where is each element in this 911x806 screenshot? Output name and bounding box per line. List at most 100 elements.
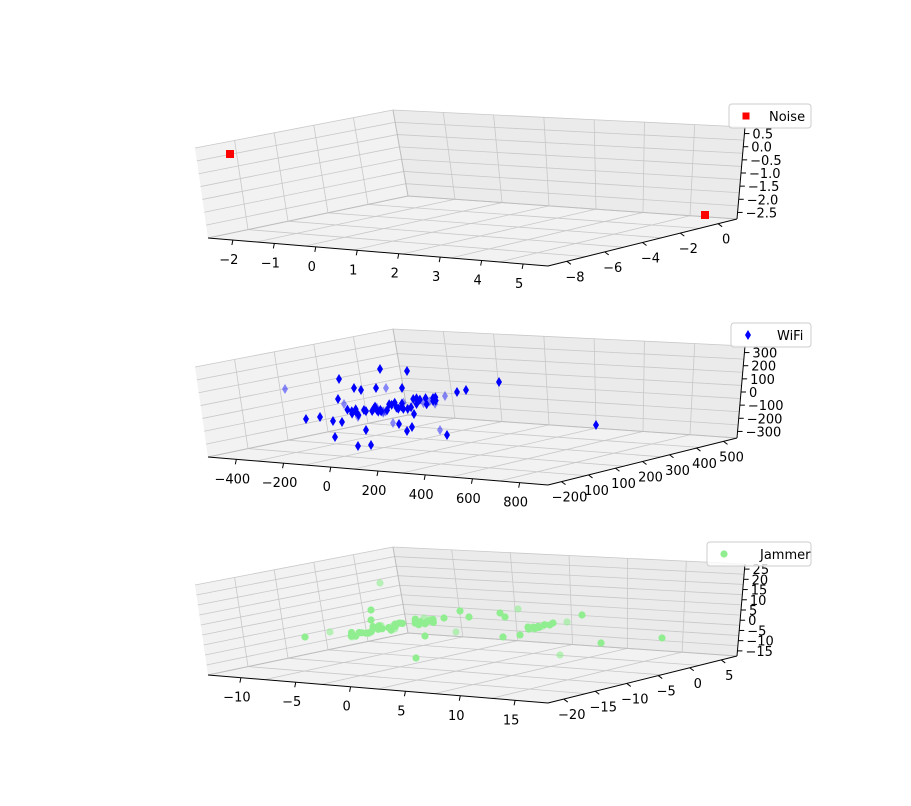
- y-tick-label: −10: [621, 692, 648, 707]
- y-tick-label: 0: [694, 677, 702, 692]
- x-tick: [397, 253, 400, 259]
- grid-line: [256, 417, 456, 462]
- data-point: [367, 606, 375, 614]
- legend: Jammer: [706, 541, 812, 567]
- data-point: [326, 628, 334, 636]
- x-tick-label: −10: [223, 691, 250, 706]
- y-tick-label: −200: [552, 491, 588, 506]
- data-point: [377, 364, 383, 374]
- data-point: [355, 441, 361, 451]
- left-wall-pane: [195, 547, 408, 675]
- y-tick-label: −4: [641, 252, 660, 267]
- data-point: [376, 579, 384, 587]
- data-point: [410, 394, 417, 405]
- right-wall-pane: [393, 110, 745, 219]
- x-tick: [355, 250, 358, 256]
- grid-line: [493, 114, 503, 203]
- z-tick-label: 10: [750, 594, 767, 609]
- data-point: [514, 605, 522, 613]
- y-axis-line: [547, 655, 738, 704]
- y-tick: [642, 461, 647, 465]
- y-tick-label: 500: [719, 450, 744, 465]
- data-point: [384, 405, 391, 416]
- grid-line: [493, 333, 503, 422]
- grid-line: [367, 423, 700, 448]
- data-point: [563, 618, 571, 626]
- grid-line: [353, 554, 369, 642]
- x-tick-label: 15: [503, 713, 520, 728]
- y-tick-label: −6: [603, 261, 622, 276]
- z-tick-label: 20: [752, 573, 769, 588]
- grid-line: [353, 117, 369, 205]
- grid-line: [402, 208, 597, 255]
- y-tick: [615, 467, 620, 472]
- x-tick: [470, 478, 473, 484]
- y-tick: [588, 474, 593, 479]
- z-tick-label: 25: [753, 563, 770, 578]
- grid-line: [321, 640, 518, 685]
- grid-line: [367, 641, 700, 666]
- legend: Noise: [728, 103, 812, 129]
- grid-line: [234, 359, 249, 449]
- x-tick-label: 0: [308, 260, 316, 275]
- y-tick-label: −2: [679, 242, 698, 257]
- data-point: [317, 412, 323, 422]
- data-point: [332, 432, 338, 442]
- z-tick-label: −0.5: [750, 154, 782, 169]
- x-tick: [518, 482, 521, 488]
- data-point: [516, 631, 524, 639]
- data-point: [423, 399, 430, 410]
- x-tick-label: 200: [362, 484, 387, 499]
- data-point: [499, 633, 507, 641]
- data-point: [496, 609, 504, 617]
- legend-label: WiFi: [777, 329, 803, 344]
- x-tick: [272, 243, 275, 249]
- z-tick-label: −2.5: [746, 206, 778, 221]
- grid-line: [543, 117, 550, 206]
- y-tick-label: 100: [584, 484, 609, 499]
- x-tick: [282, 463, 285, 469]
- y-tick: [669, 454, 674, 459]
- data-point: [432, 398, 439, 409]
- data-point: [411, 409, 417, 419]
- data-point: [465, 613, 473, 621]
- x-tick-label: −1: [261, 256, 280, 271]
- data-point: [432, 392, 439, 403]
- data-point: [347, 632, 355, 640]
- y-tick: [563, 698, 569, 703]
- data-point: [701, 211, 709, 219]
- z-tick-label: −1.0: [749, 167, 781, 182]
- z-tick-label: −2.0: [747, 193, 779, 208]
- grid-line: [367, 204, 700, 229]
- grid-line: [327, 431, 662, 458]
- data-point: [658, 634, 666, 642]
- data-point: [412, 654, 420, 662]
- legend-marker: [720, 550, 728, 558]
- data-point: [496, 377, 502, 387]
- data-point: [303, 414, 309, 424]
- legend-marker: [742, 112, 750, 120]
- grid-line: [491, 651, 683, 699]
- z-tick-label: 0.5: [752, 128, 773, 143]
- y-tick: [696, 447, 701, 452]
- z-tick-label: 0: [749, 386, 757, 401]
- grid-line: [273, 569, 289, 659]
- grid-line: [264, 636, 463, 681]
- x-tick-label: −5: [282, 695, 301, 710]
- data-point: [348, 406, 355, 417]
- grid-line: [273, 132, 289, 222]
- data-point: [335, 394, 341, 404]
- grid-line: [287, 220, 624, 248]
- x-tick: [458, 695, 461, 701]
- y-tick-label: −8: [565, 270, 584, 285]
- x-tick: [376, 470, 379, 477]
- data-point: [375, 406, 382, 417]
- data-point: [452, 628, 460, 636]
- data-point: [593, 420, 599, 430]
- x-tick-label: −2: [219, 253, 238, 268]
- x-tick: [239, 677, 242, 683]
- x-tick: [329, 467, 332, 473]
- x-tick-label: 0: [342, 700, 350, 715]
- x-tick-label: 4: [474, 274, 482, 289]
- grid-line: [313, 562, 329, 650]
